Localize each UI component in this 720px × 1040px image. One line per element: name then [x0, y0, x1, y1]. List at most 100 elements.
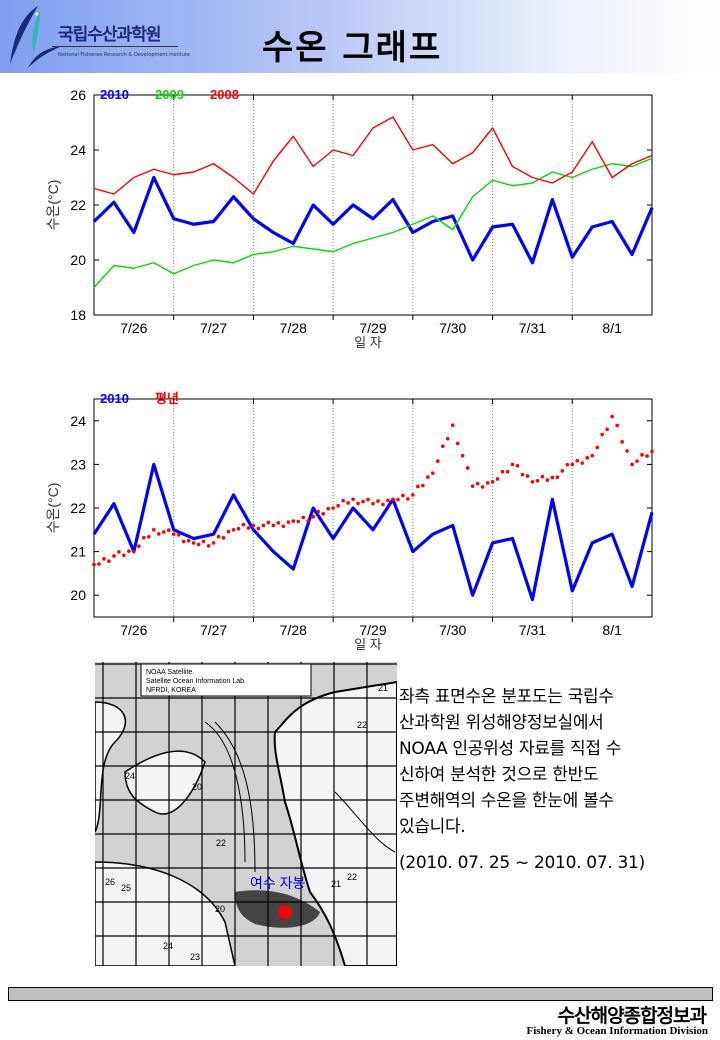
contour-label: 20	[215, 904, 225, 914]
data-point	[605, 427, 609, 432]
data-point	[535, 478, 540, 483]
data-point	[301, 515, 306, 520]
data-point	[296, 519, 301, 524]
description-line: 있습니다.	[399, 817, 466, 837]
data-point	[376, 499, 380, 503]
data-point	[455, 441, 460, 446]
x-tick-label: 7/28	[280, 622, 307, 638]
x-tick-label: 7/31	[519, 622, 546, 638]
map-caption-line: NOAA Satellite.	[146, 669, 194, 676]
data-point	[176, 533, 181, 537]
y-axis-label: 수온(°C)	[45, 180, 61, 231]
data-point	[117, 550, 121, 554]
data-point	[585, 456, 590, 460]
location-marker	[278, 905, 292, 919]
data-point	[381, 502, 385, 507]
legend-entry: 2009	[155, 87, 184, 102]
x-tick-label: 7/28	[280, 320, 307, 336]
logo-subtitle: National Fisheries Research & Developmen…	[58, 52, 190, 58]
series-line-2008	[93, 116, 653, 195]
data-point	[490, 480, 495, 484]
data-point	[341, 498, 345, 503]
data-point	[580, 461, 585, 465]
data-point	[281, 524, 286, 529]
y-axis-label: 수온(°C)	[45, 483, 61, 534]
data-point	[411, 493, 415, 497]
data-point	[147, 534, 151, 539]
x-tick-label: 7/30	[439, 320, 466, 336]
data-point	[545, 478, 550, 482]
data-point	[321, 512, 325, 516]
data-point	[326, 506, 330, 511]
data-point	[595, 445, 599, 450]
data-point	[286, 520, 291, 524]
data-point	[191, 541, 196, 545]
legend-entry: 2010	[100, 391, 129, 406]
y-tick-label: 22	[70, 500, 86, 516]
data-point	[406, 497, 410, 501]
description-period: (2010. 07. 25 ~ 2010. 07. 31)	[399, 853, 645, 873]
fish-logo-icon	[10, 6, 62, 68]
series-line-2009	[93, 157, 653, 288]
data-point	[430, 471, 435, 475]
data-point	[356, 501, 360, 506]
data-point	[92, 562, 96, 567]
data-point	[445, 436, 450, 441]
data-point	[610, 414, 614, 419]
data-point	[500, 469, 505, 474]
y-tick-label: 24	[70, 413, 86, 429]
legend-entry: 평년	[155, 391, 179, 406]
data-point	[186, 538, 191, 543]
x-tick-label: 8/1	[602, 320, 622, 336]
data-point	[316, 509, 320, 514]
plot-area	[93, 398, 653, 618]
data-point	[450, 423, 455, 427]
data-point	[276, 521, 281, 525]
data-point	[166, 528, 171, 532]
data-point	[246, 526, 251, 530]
footer-bar	[8, 987, 713, 1001]
data-point	[615, 423, 619, 428]
contour-label: 23	[190, 952, 200, 962]
data-point	[520, 472, 525, 477]
data-point	[475, 481, 480, 486]
data-point	[570, 462, 575, 467]
contour-label: 24	[125, 771, 135, 781]
map-image: NOAA Satellite. Satellite Ocean Informat…	[95, 662, 397, 966]
data-point	[142, 535, 146, 540]
x-tick-label: 7/29	[359, 320, 386, 336]
data-point	[625, 449, 629, 453]
data-point	[495, 477, 500, 481]
data-point	[540, 474, 545, 479]
location-label: 여수 자봉	[250, 875, 306, 891]
y-tick-label: 20	[70, 252, 86, 268]
x-axis-label: 일 자	[354, 335, 382, 350]
data-point	[241, 522, 246, 527]
data-point	[600, 432, 604, 437]
data-point	[336, 504, 340, 508]
data-point	[221, 536, 226, 540]
x-tick-label: 7/26	[120, 622, 147, 638]
description-line: NOAA 인공위성 자료를 직접 수	[399, 739, 622, 759]
data-point	[102, 557, 106, 561]
series-line-2010	[92, 462, 654, 602]
data-point	[161, 530, 166, 534]
data-point	[645, 454, 649, 458]
sst-distribution-map: NOAA Satellite. Satellite Ocean Informat…	[95, 662, 397, 966]
data-point	[560, 469, 565, 473]
contour-label: 26	[105, 877, 115, 887]
data-point	[515, 463, 520, 468]
x-tick-label: 7/30	[439, 622, 466, 638]
data-point	[201, 539, 206, 544]
data-point	[107, 559, 111, 563]
data-point	[97, 562, 101, 566]
data-point	[435, 459, 440, 463]
data-point	[156, 532, 161, 536]
data-point	[426, 475, 430, 479]
y-tick-label: 18	[70, 307, 86, 323]
data-point	[386, 498, 390, 503]
contour-label: 22	[357, 720, 367, 730]
data-point	[331, 506, 335, 510]
y-tick-label: 22	[70, 197, 86, 213]
data-point	[151, 528, 156, 532]
